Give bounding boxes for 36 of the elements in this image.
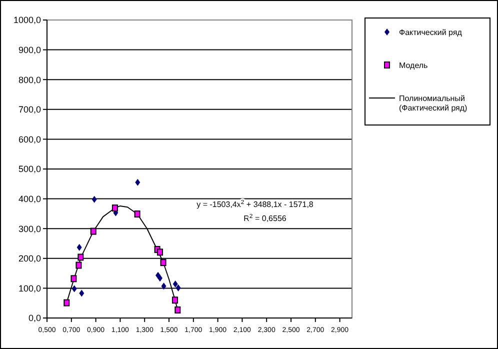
point (112, 204, 118, 212)
point (134, 210, 140, 218)
point (172, 296, 178, 304)
point (70, 275, 77, 282)
point (76, 262, 82, 269)
y-tick-label: 900,0 (18, 44, 41, 55)
y-tick-label: 0,0 (28, 313, 41, 324)
annotation: y = -1503,4x$^{2}$ + 3488,1x - 1571,8 (196, 199, 314, 209)
legend-label: Модель (399, 60, 428, 70)
y-tick-label: 1000,0 (13, 15, 41, 26)
point (90, 228, 96, 235)
legend-label: Фактический ряд (399, 28, 462, 37)
y-tick-label: 100,0 (18, 283, 41, 294)
point (92, 196, 97, 203)
point (135, 178, 140, 186)
point (176, 284, 181, 292)
point (156, 248, 163, 256)
point (78, 254, 84, 261)
point (174, 306, 181, 314)
point (72, 285, 77, 292)
point (76, 244, 82, 251)
y-tick-label: 300,0 (18, 224, 41, 234)
point (157, 274, 162, 282)
y-tick-label: 800,0 (18, 74, 41, 85)
y-tick-label: 200,0 (18, 254, 41, 264)
y-tick-label: 400,0 (18, 194, 41, 204)
point (172, 280, 178, 288)
annotation: R$^{2}$ = 0,6556 (244, 213, 287, 223)
point (64, 299, 70, 306)
y-tick-label: 700,0 (18, 104, 41, 115)
point (160, 259, 166, 266)
legend-label: Полиномиальный (Фактический ряд) (399, 94, 468, 112)
point (79, 290, 84, 297)
y-tick-label: 500,0 (18, 164, 41, 174)
y-tick-label: 600,0 (18, 134, 41, 144)
point (161, 282, 166, 290)
